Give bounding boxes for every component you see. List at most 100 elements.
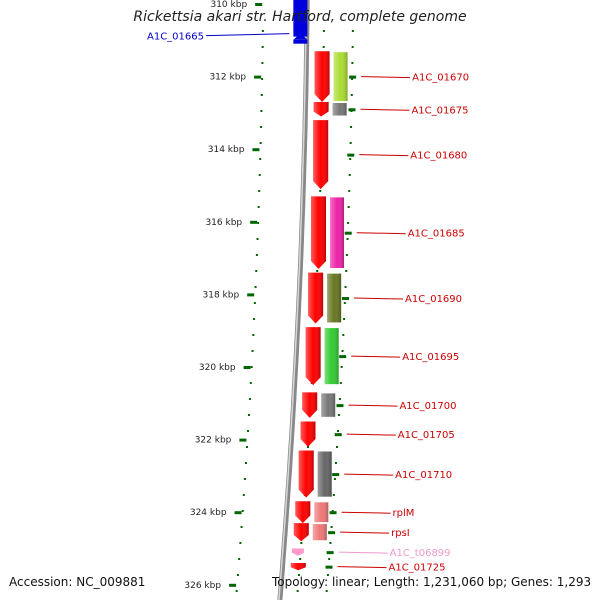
- gene-label: A1C_01685: [408, 229, 465, 240]
- ruler-tick-label: 314 kbp: [208, 145, 245, 155]
- rail-dot: [349, 158, 352, 160]
- ruler-tick: [243, 366, 251, 369]
- gene-leader-line: [346, 433, 396, 436]
- gene-arrow-shade: [300, 421, 316, 447]
- ruler-tick: [252, 148, 260, 152]
- cog-category-shade: [330, 197, 345, 268]
- kbp-ruler: 310 kbp 312 kbp 314 kbp 316 kbp 318 kbp 320 k…: [184, 0, 263, 591]
- rail-dot: [347, 206, 350, 208]
- rail-dot: [351, 30, 354, 32]
- rail-dot: [340, 366, 343, 368]
- rail-dot: [319, 190, 322, 192]
- rail-dot: [336, 430, 339, 432]
- gene-arrow-shade: [302, 392, 318, 418]
- rail-dot: [325, 590, 328, 592]
- rail-dot: [332, 494, 335, 496]
- rail-dot: [300, 542, 303, 544]
- rail-dot: [322, 46, 325, 48]
- rail-dot: [250, 366, 253, 368]
- cog-category-shade: [327, 273, 342, 323]
- gene-label: A1C_01705: [398, 430, 455, 441]
- rail-dot: [261, 78, 264, 80]
- gene-leader-line: [341, 511, 391, 514]
- cog-category-shade: [332, 103, 347, 116]
- gene-label: rplM: [393, 508, 415, 519]
- ruler-tick: [229, 583, 237, 587]
- rail-dot: [258, 190, 261, 192]
- rail-dot: [342, 334, 345, 336]
- rail-dot: [239, 542, 242, 544]
- track-tick: [329, 511, 337, 515]
- track-tick: [349, 75, 357, 79]
- rail-dot: [329, 542, 332, 544]
- ruler-tick: [255, 3, 263, 6]
- cog-category-shade: [312, 524, 327, 541]
- rail-dot: [337, 414, 340, 416]
- ruler-tick-label: 316 kbp: [205, 218, 242, 228]
- rail-dot: [242, 494, 245, 496]
- rail-dot: [257, 222, 260, 224]
- rail-dot: [259, 142, 262, 144]
- cog-category-shade: [324, 328, 339, 385]
- track-tick: [334, 433, 342, 437]
- gene-arrow: [291, 548, 304, 556]
- rail-dot: [306, 446, 309, 448]
- rail-dot: [241, 510, 244, 512]
- gene-rpsI: [293, 523, 327, 542]
- rail-dot: [245, 446, 248, 448]
- gene-arrow-shade: [298, 450, 314, 498]
- accession-text: Accession: NC_009881: [9, 575, 146, 589]
- rail-dot: [255, 254, 258, 256]
- cog-category-shade: [317, 451, 332, 497]
- ruler-tick-label: 326 kbp: [184, 581, 221, 591]
- rail-dot: [351, 62, 354, 64]
- track-tick: [339, 355, 347, 359]
- gene-leader-line: [338, 551, 388, 554]
- ruler-tick: [254, 75, 262, 79]
- track-tick: [347, 153, 355, 157]
- gene-A1C_01685: [311, 196, 345, 269]
- gene-A1C_01665: [293, 0, 308, 44]
- gene-leader-line: [361, 76, 411, 79]
- gene-arrow-shade: [313, 120, 329, 190]
- ruler-tick: [234, 511, 242, 515]
- rail-dot: [339, 382, 342, 384]
- rail-dot: [348, 190, 351, 192]
- rail-dot: [259, 158, 262, 160]
- track-tick: [332, 473, 340, 477]
- rail-dot: [299, 558, 302, 560]
- cog-category-shade: [333, 52, 348, 102]
- rail-dot: [347, 222, 350, 224]
- track-tick: [344, 231, 352, 235]
- gene-label: A1C_01680: [410, 151, 467, 162]
- rail-dot: [345, 254, 348, 256]
- rail-dot: [350, 126, 353, 128]
- rail-dot: [297, 574, 300, 576]
- genome-title: Rickettsia akari str. Hartford, complete…: [133, 9, 467, 25]
- rail-dot: [261, 46, 264, 48]
- rail-dot: [243, 478, 246, 480]
- ruler-tick-label: 318 kbp: [203, 290, 240, 300]
- track-tick: [342, 297, 350, 301]
- gene-leader-line: [354, 297, 404, 300]
- right-dot-rail: [325, 30, 354, 592]
- gene-rplM: [295, 501, 329, 524]
- rail-dot: [247, 414, 250, 416]
- ruler-tick-label: 310 kbp: [210, 0, 247, 10]
- gene-A1C_01670: [314, 51, 348, 103]
- gene-A1C_01695: [305, 327, 339, 386]
- gene-label: A1C_01695: [402, 352, 459, 363]
- rail-dot: [260, 110, 263, 112]
- backbone-highlight: [278, 0, 307, 600]
- gene-leader-line: [337, 566, 387, 569]
- rail-dot: [261, 30, 264, 32]
- gene-arrow-shade: [295, 501, 311, 524]
- rail-dot: [343, 318, 346, 320]
- gene-A1C_t06899: [291, 548, 304, 556]
- rail-dot: [350, 94, 353, 96]
- gene-A1C_01675: [313, 102, 347, 117]
- gene-arrow-shade: [313, 102, 329, 117]
- gene-leader-line: [359, 154, 409, 157]
- rail-dot: [344, 286, 347, 288]
- gene-arrow-shade: [308, 272, 324, 324]
